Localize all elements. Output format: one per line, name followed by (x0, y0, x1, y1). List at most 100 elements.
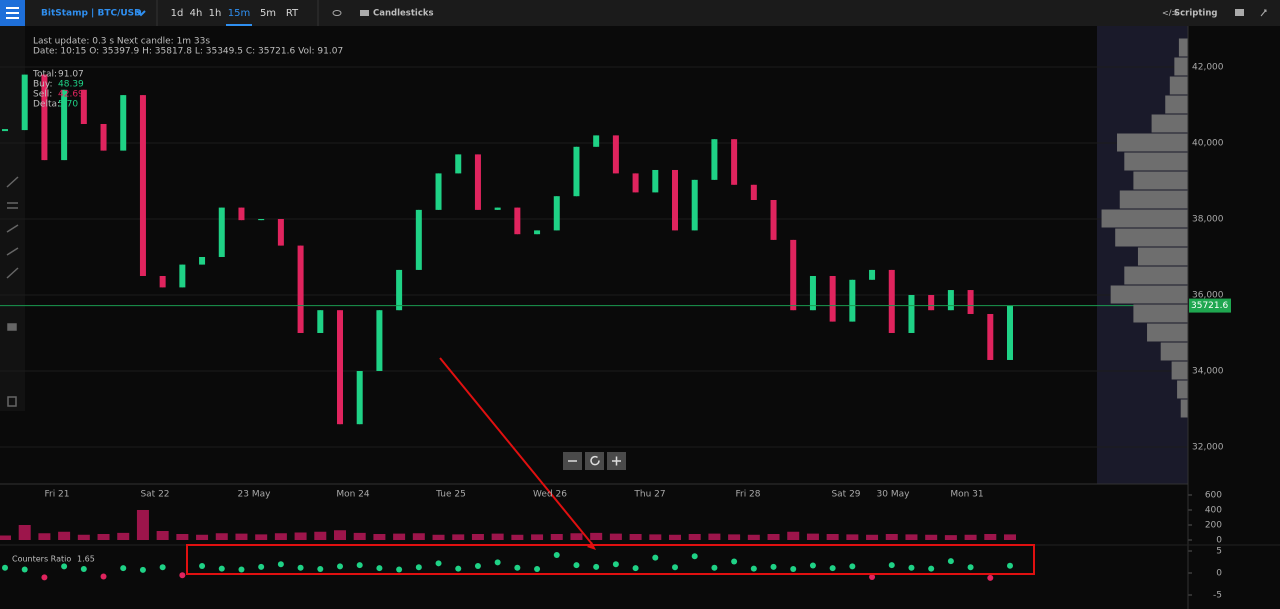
volume-bar (846, 534, 859, 540)
volume-bar (255, 534, 268, 540)
ratio-dot (179, 572, 186, 579)
ratio-dot (258, 563, 265, 570)
volume-bar (531, 534, 544, 540)
timeframe[interactable]: 1d (171, 8, 184, 19)
candle (593, 135, 600, 147)
ratio-dot (494, 559, 501, 566)
volume-bar (984, 533, 997, 540)
volume-bar (156, 530, 169, 540)
volume-bar (629, 533, 642, 540)
y-tick-label: 0 (1216, 536, 1222, 546)
profile-bar (1165, 95, 1188, 114)
volume-bar (0, 535, 11, 540)
ratio-dot (455, 565, 462, 572)
ratio-dot (238, 566, 245, 573)
ratio-dot (652, 554, 659, 561)
x-tick-label: Mon 24 (336, 490, 370, 500)
x-tick-label: Fri 28 (735, 490, 760, 500)
candle (612, 135, 619, 174)
ohlc-info: Date: 10:15 O: 35397.9 H: 35817.8 L: 353… (33, 47, 343, 57)
total-label: Delta: (33, 100, 60, 110)
timeframe[interactable]: 5m (260, 8, 276, 19)
ratio-dot (573, 562, 580, 569)
y-tick-label: 40,000 (1192, 138, 1224, 148)
ratio-dot (474, 562, 481, 569)
ratio-dot (947, 558, 954, 565)
scripting-button[interactable]: Scripting (1174, 9, 1217, 19)
volume-bar (590, 532, 603, 540)
x-tick-label: Thu 27 (633, 490, 665, 500)
candle (908, 294, 915, 333)
chart-type[interactable]: Candlesticks (373, 9, 434, 19)
candle (297, 245, 304, 333)
candle (534, 230, 541, 235)
candle (553, 196, 560, 231)
volume-bar (58, 531, 71, 540)
candle (258, 218, 265, 221)
ratio-dot (317, 566, 324, 573)
x-tick-label: 23 May (238, 490, 272, 500)
volume-bar (393, 533, 406, 540)
symbol[interactable]: BitStamp | BTC/USD (41, 9, 142, 19)
volume-bar (294, 532, 307, 540)
y-tick-label: 0 (1216, 568, 1222, 578)
candle (415, 209, 422, 270)
candle (770, 199, 777, 240)
candle (277, 218, 284, 246)
profile-bar (1180, 399, 1188, 418)
expand-icon[interactable] (1260, 9, 1267, 17)
x-tick-label: Fri 21 (44, 490, 69, 500)
profile-bar (1147, 323, 1188, 342)
y-tick-label: 42,000 (1192, 63, 1224, 73)
ratio-dot (593, 563, 600, 570)
plot (0, 38, 1192, 596)
volume-bar (511, 534, 524, 540)
candle (376, 310, 383, 371)
timeframe[interactable]: 1h (209, 8, 222, 19)
volume-bar (866, 534, 879, 540)
candle (888, 269, 895, 333)
profile-bar (1133, 171, 1188, 190)
volume-bar (964, 534, 977, 540)
volume-bar (885, 533, 898, 540)
reset-zoom[interactable] (585, 452, 604, 470)
profile-bar (1115, 228, 1188, 247)
candle (139, 95, 146, 276)
ratio-dot (100, 573, 107, 580)
timeframe[interactable]: RT (286, 8, 299, 19)
volume-bar (452, 534, 465, 540)
last-price-label: 35721.6 (1191, 301, 1228, 311)
candle (199, 256, 206, 265)
timeframe[interactable]: 15m (228, 8, 250, 19)
volume-bar (412, 533, 425, 540)
y-tick-label: 32,000 (1192, 442, 1224, 452)
camera-icon[interactable] (1235, 9, 1244, 16)
ratio-dot (396, 566, 403, 573)
timeframe[interactable]: 4h (190, 8, 203, 19)
x-tick-label: 30 May (877, 490, 911, 500)
ratio-dot (277, 561, 284, 568)
profile-bar (1124, 152, 1188, 171)
candle (396, 269, 403, 311)
volume-bar (373, 533, 386, 540)
ratio-dot (928, 565, 935, 572)
ratio-dot (376, 565, 383, 572)
candle (474, 154, 481, 210)
volume-bar (432, 534, 445, 540)
y-tick-label: 34,000 (1192, 366, 1224, 376)
last-price-box (1189, 298, 1231, 313)
volume-bar (314, 531, 327, 540)
candle (790, 239, 797, 311)
candle (652, 169, 659, 193)
eye-icon[interactable] (332, 10, 342, 16)
volume-bar (38, 533, 51, 540)
ratio-dot (21, 566, 28, 573)
ratio-dot (61, 563, 68, 570)
profile-bar (1160, 342, 1188, 361)
candle (179, 264, 186, 288)
ratio-dot (297, 564, 304, 571)
